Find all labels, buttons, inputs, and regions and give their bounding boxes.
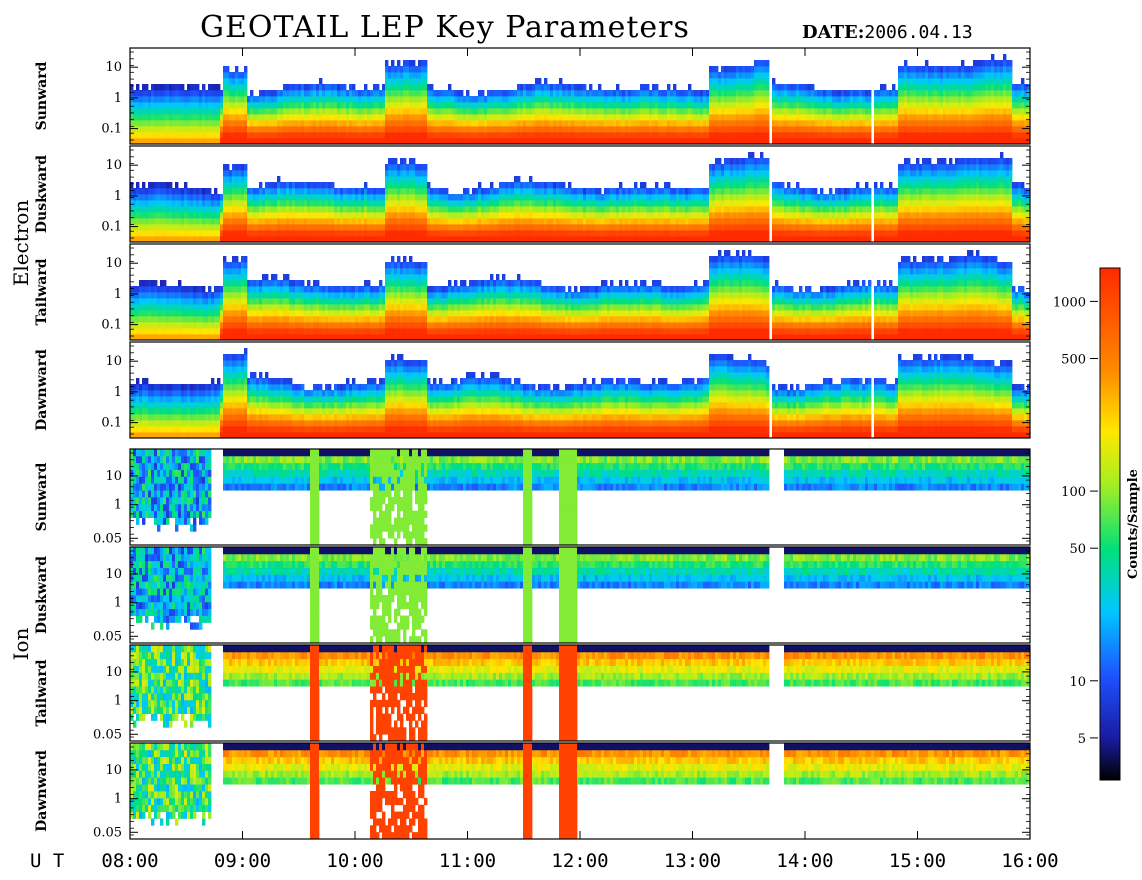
panel-frame: [129, 546, 1031, 644]
direction-label: Tailward: [34, 659, 50, 726]
time-tick-label: 10:00: [326, 850, 383, 872]
panel-frame: [129, 145, 1031, 243]
y-tick-label: 1: [114, 189, 122, 204]
time-tick-label: 12:00: [551, 850, 608, 872]
time-tick-label: 15:00: [889, 850, 946, 872]
ion-tailward-panel: [129, 644, 1031, 742]
ion-dawnward-panel: [129, 742, 1031, 840]
time-tick-label: 16:00: [1001, 850, 1058, 872]
direction-label: Sunward: [34, 61, 50, 130]
colorbar-tick-label: 1000: [1053, 295, 1086, 310]
y-tick-label: 10: [105, 60, 122, 75]
y-tick-label: 0.05: [93, 825, 122, 840]
y-tick-label: 1: [114, 792, 122, 807]
date-value: 2006.04.13: [864, 22, 972, 43]
colorbar-tick-label: 100: [1061, 485, 1086, 500]
direction-label: Dawnward: [34, 349, 50, 431]
panel-frame: [129, 243, 1031, 341]
y-tick-label: 10: [105, 665, 122, 680]
electron-sunward-panel: [129, 47, 1031, 145]
electron-duskward-panel: [129, 145, 1031, 243]
y-tick-label: 1: [114, 694, 122, 709]
y-tick-label: 0.05: [93, 531, 122, 546]
time-tick-label: 09:00: [214, 850, 271, 872]
y-tick-label: 1: [114, 385, 122, 400]
direction-label: Duskward: [34, 155, 50, 233]
time-tick-label: 08:00: [101, 850, 158, 872]
electron-tailward-panel: [129, 243, 1031, 341]
y-tick-label: 0.1: [101, 122, 122, 137]
panel-frame: [129, 448, 1031, 546]
y-tick-label: 1: [114, 498, 122, 513]
y-tick-label: 0.1: [101, 318, 122, 333]
time-tick-label: 14:00: [776, 850, 833, 872]
colorbar-title: Counts/Sample: [1126, 469, 1141, 579]
y-tick-label: 1: [114, 91, 122, 106]
panel-frame: [129, 644, 1031, 742]
y-tick-label: 10: [105, 256, 122, 271]
time-axis-prefix: U T: [30, 850, 64, 872]
y-tick-label: 10: [105, 763, 122, 778]
y-tick-label: 0.1: [101, 416, 122, 431]
time-tick-label: 11:00: [439, 850, 496, 872]
direction-label: Dawnward: [34, 750, 50, 832]
date-label: DATE:: [802, 22, 864, 43]
date-readout: DATE:2006.04.13: [802, 22, 973, 43]
time-tick-label: 13:00: [664, 850, 721, 872]
y-tick-label: 0.05: [93, 727, 122, 742]
y-tick-label: 1: [114, 287, 122, 302]
chart-title: GEOTAIL LEP Key Parameters: [200, 10, 690, 45]
group-label: Electron: [9, 200, 33, 287]
colorbar-tick-label: 50: [1069, 542, 1086, 557]
y-tick-label: 10: [105, 469, 122, 484]
colorbar-tick-label: 5: [1078, 732, 1086, 747]
colorbar-ramp: [1099, 267, 1121, 781]
y-tick-label: 1: [114, 596, 122, 611]
electron-dawnward-panel: [129, 341, 1031, 439]
y-tick-label: 0.05: [93, 629, 122, 644]
colorbar-tick-label: 10: [1069, 675, 1086, 690]
ion-duskward-panel: [129, 546, 1031, 644]
panel-frame: [129, 341, 1031, 439]
direction-label: Duskward: [34, 556, 50, 634]
y-tick-label: 10: [105, 567, 122, 582]
direction-label: Sunward: [34, 462, 50, 531]
direction-label: Tailward: [34, 258, 50, 325]
ion-sunward-panel: [129, 448, 1031, 546]
y-tick-label: 10: [105, 158, 122, 173]
colorbar-tick-label: 500: [1061, 353, 1086, 368]
y-tick-label: 0.1: [101, 220, 122, 235]
y-tick-label: 10: [105, 354, 122, 369]
group-label: Ion: [9, 627, 33, 660]
